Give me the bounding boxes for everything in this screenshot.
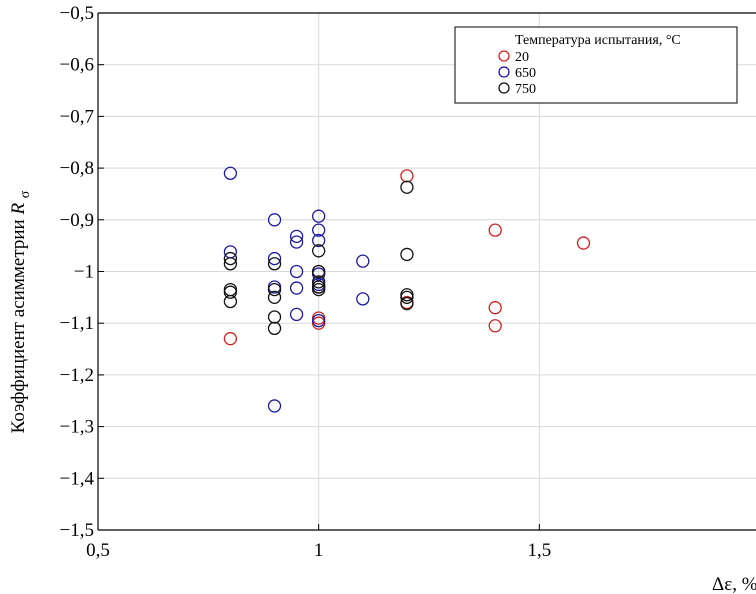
series-750 — [223, 180, 414, 336]
data-point — [312, 244, 326, 258]
y-tick-label: −1,3 — [60, 417, 94, 438]
legend-marker-20 — [498, 50, 510, 62]
x-tick-label: 0,5 — [86, 540, 110, 561]
data-point — [223, 285, 238, 299]
data-point — [267, 310, 282, 324]
legend-label-750: 750 — [515, 82, 536, 97]
legend-marker-750 — [498, 82, 510, 94]
data-point — [312, 313, 326, 328]
data-point — [312, 282, 326, 297]
data-point — [312, 223, 326, 237]
data-point — [289, 307, 304, 322]
data-point — [400, 180, 414, 194]
y-tick-label: −0,9 — [60, 210, 94, 231]
y-tick-label: −0,7 — [60, 106, 94, 127]
data-point — [356, 292, 370, 306]
data-point — [576, 236, 591, 250]
x-axis-label: Δε, % — [712, 574, 756, 594]
tick-labels: −0,5 −0,6 −0,7 −0,8 −0,9 −1 −1,1 −1,2 −1,3 −1,4 −1… — [60, 3, 756, 561]
data-point — [312, 264, 326, 279]
data-point — [312, 275, 326, 289]
legend-box — [454, 26, 738, 104]
y-tick-label: −1,2 — [60, 365, 94, 386]
data-point — [488, 319, 502, 333]
x-tick-label: 1 — [314, 540, 324, 561]
data-point — [289, 235, 304, 249]
y-tick-label: −1,4 — [60, 468, 95, 489]
data-point — [223, 166, 238, 180]
legend-title: Температура испытания, °С — [515, 33, 681, 48]
data-point — [267, 290, 282, 305]
y-tick-label: −1,5 — [60, 520, 94, 541]
data-point — [312, 233, 326, 248]
legend-label-20: 20 — [515, 50, 529, 65]
data-point — [400, 290, 414, 305]
y-tick-label: −1 — [74, 262, 94, 283]
data-point — [267, 213, 282, 227]
data-point — [267, 257, 282, 271]
data-point — [400, 296, 414, 311]
y-axis-label-text: Коэффициент асимметрии — [8, 219, 29, 433]
data-point — [289, 281, 304, 295]
y-tick-label: −0,8 — [60, 158, 94, 179]
data-point — [400, 169, 414, 183]
series-20 — [223, 169, 591, 346]
y-axis-label-symbol: R — [8, 203, 29, 216]
data-point — [267, 251, 282, 266]
data-point — [223, 245, 238, 259]
data-point — [223, 332, 238, 346]
data-point — [312, 209, 326, 223]
data-point — [267, 282, 282, 297]
data-point — [223, 257, 238, 271]
data-point — [289, 264, 304, 279]
data-point — [223, 282, 238, 297]
y-axis-label: Коэффициент асимметрии R σ — [8, 190, 33, 433]
legend-marker-650 — [498, 66, 510, 78]
axes — [97, 12, 756, 531]
y-axis-label-subscript: σ — [18, 190, 33, 198]
data-point — [488, 223, 502, 237]
data-point — [400, 247, 414, 262]
y-tick-label: −1,1 — [60, 313, 94, 334]
data-point — [267, 399, 282, 413]
data-point — [488, 301, 502, 315]
legend-label-650: 650 — [515, 66, 536, 81]
y-tick-label: −0,5 — [60, 3, 94, 24]
data-points — [223, 166, 591, 413]
data-point — [223, 251, 238, 266]
data-point — [267, 321, 282, 336]
data-point — [356, 254, 370, 268]
x-tick-label: 1,5 — [527, 540, 551, 561]
data-point — [223, 294, 238, 309]
y-tick-label: −0,6 — [60, 55, 94, 76]
data-point — [289, 229, 304, 243]
